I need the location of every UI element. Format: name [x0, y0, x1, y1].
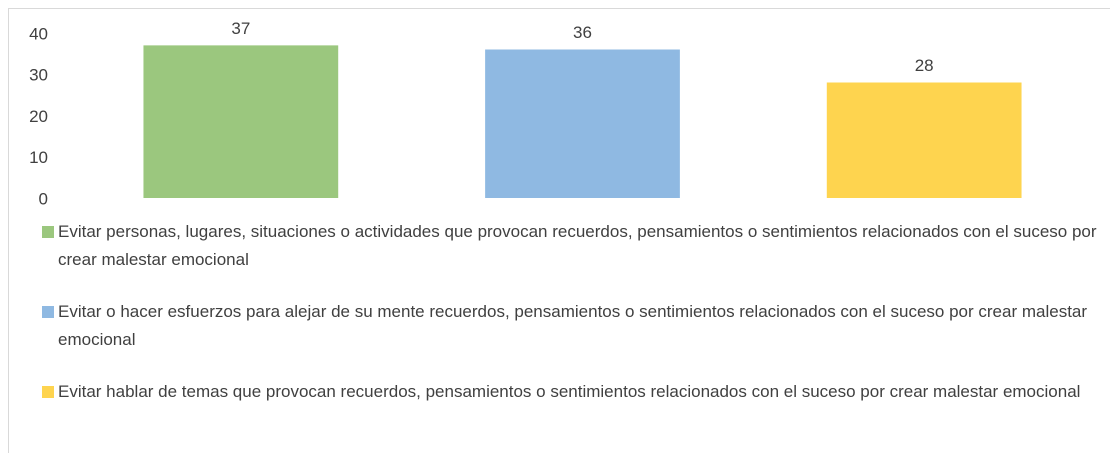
y-tick-label: 30: [29, 66, 48, 85]
legend-swatch: [42, 226, 54, 238]
bar: [485, 49, 680, 198]
legend-label: Evitar personas, lugares, situaciones o …: [58, 222, 1097, 269]
y-tick-label: 20: [29, 107, 48, 126]
legend-item: Evitar hablar de temas que provocan recu…: [42, 378, 1097, 406]
data-label: 37: [231, 19, 250, 38]
legend-swatch: [42, 386, 54, 398]
bar: [826, 82, 1022, 198]
legend: Evitar personas, lugares, situaciones o …: [42, 218, 1097, 430]
y-tick-label: 0: [39, 189, 48, 208]
data-label: 28: [915, 56, 934, 75]
legend-item: Evitar o hacer esfuerzos para alejar de …: [42, 298, 1097, 354]
y-tick-label: 40: [29, 24, 48, 43]
data-label: 36: [573, 23, 592, 42]
legend-swatch: [42, 306, 54, 318]
legend-label: Evitar o hacer esfuerzos para alejar de …: [58, 302, 1088, 349]
chart-border: [8, 8, 1110, 453]
legend-item: Evitar personas, lugares, situaciones o …: [42, 218, 1097, 274]
legend-label: Evitar hablar de temas que provocan recu…: [58, 382, 1081, 401]
bar: [143, 45, 339, 198]
y-tick-label: 10: [29, 148, 48, 167]
